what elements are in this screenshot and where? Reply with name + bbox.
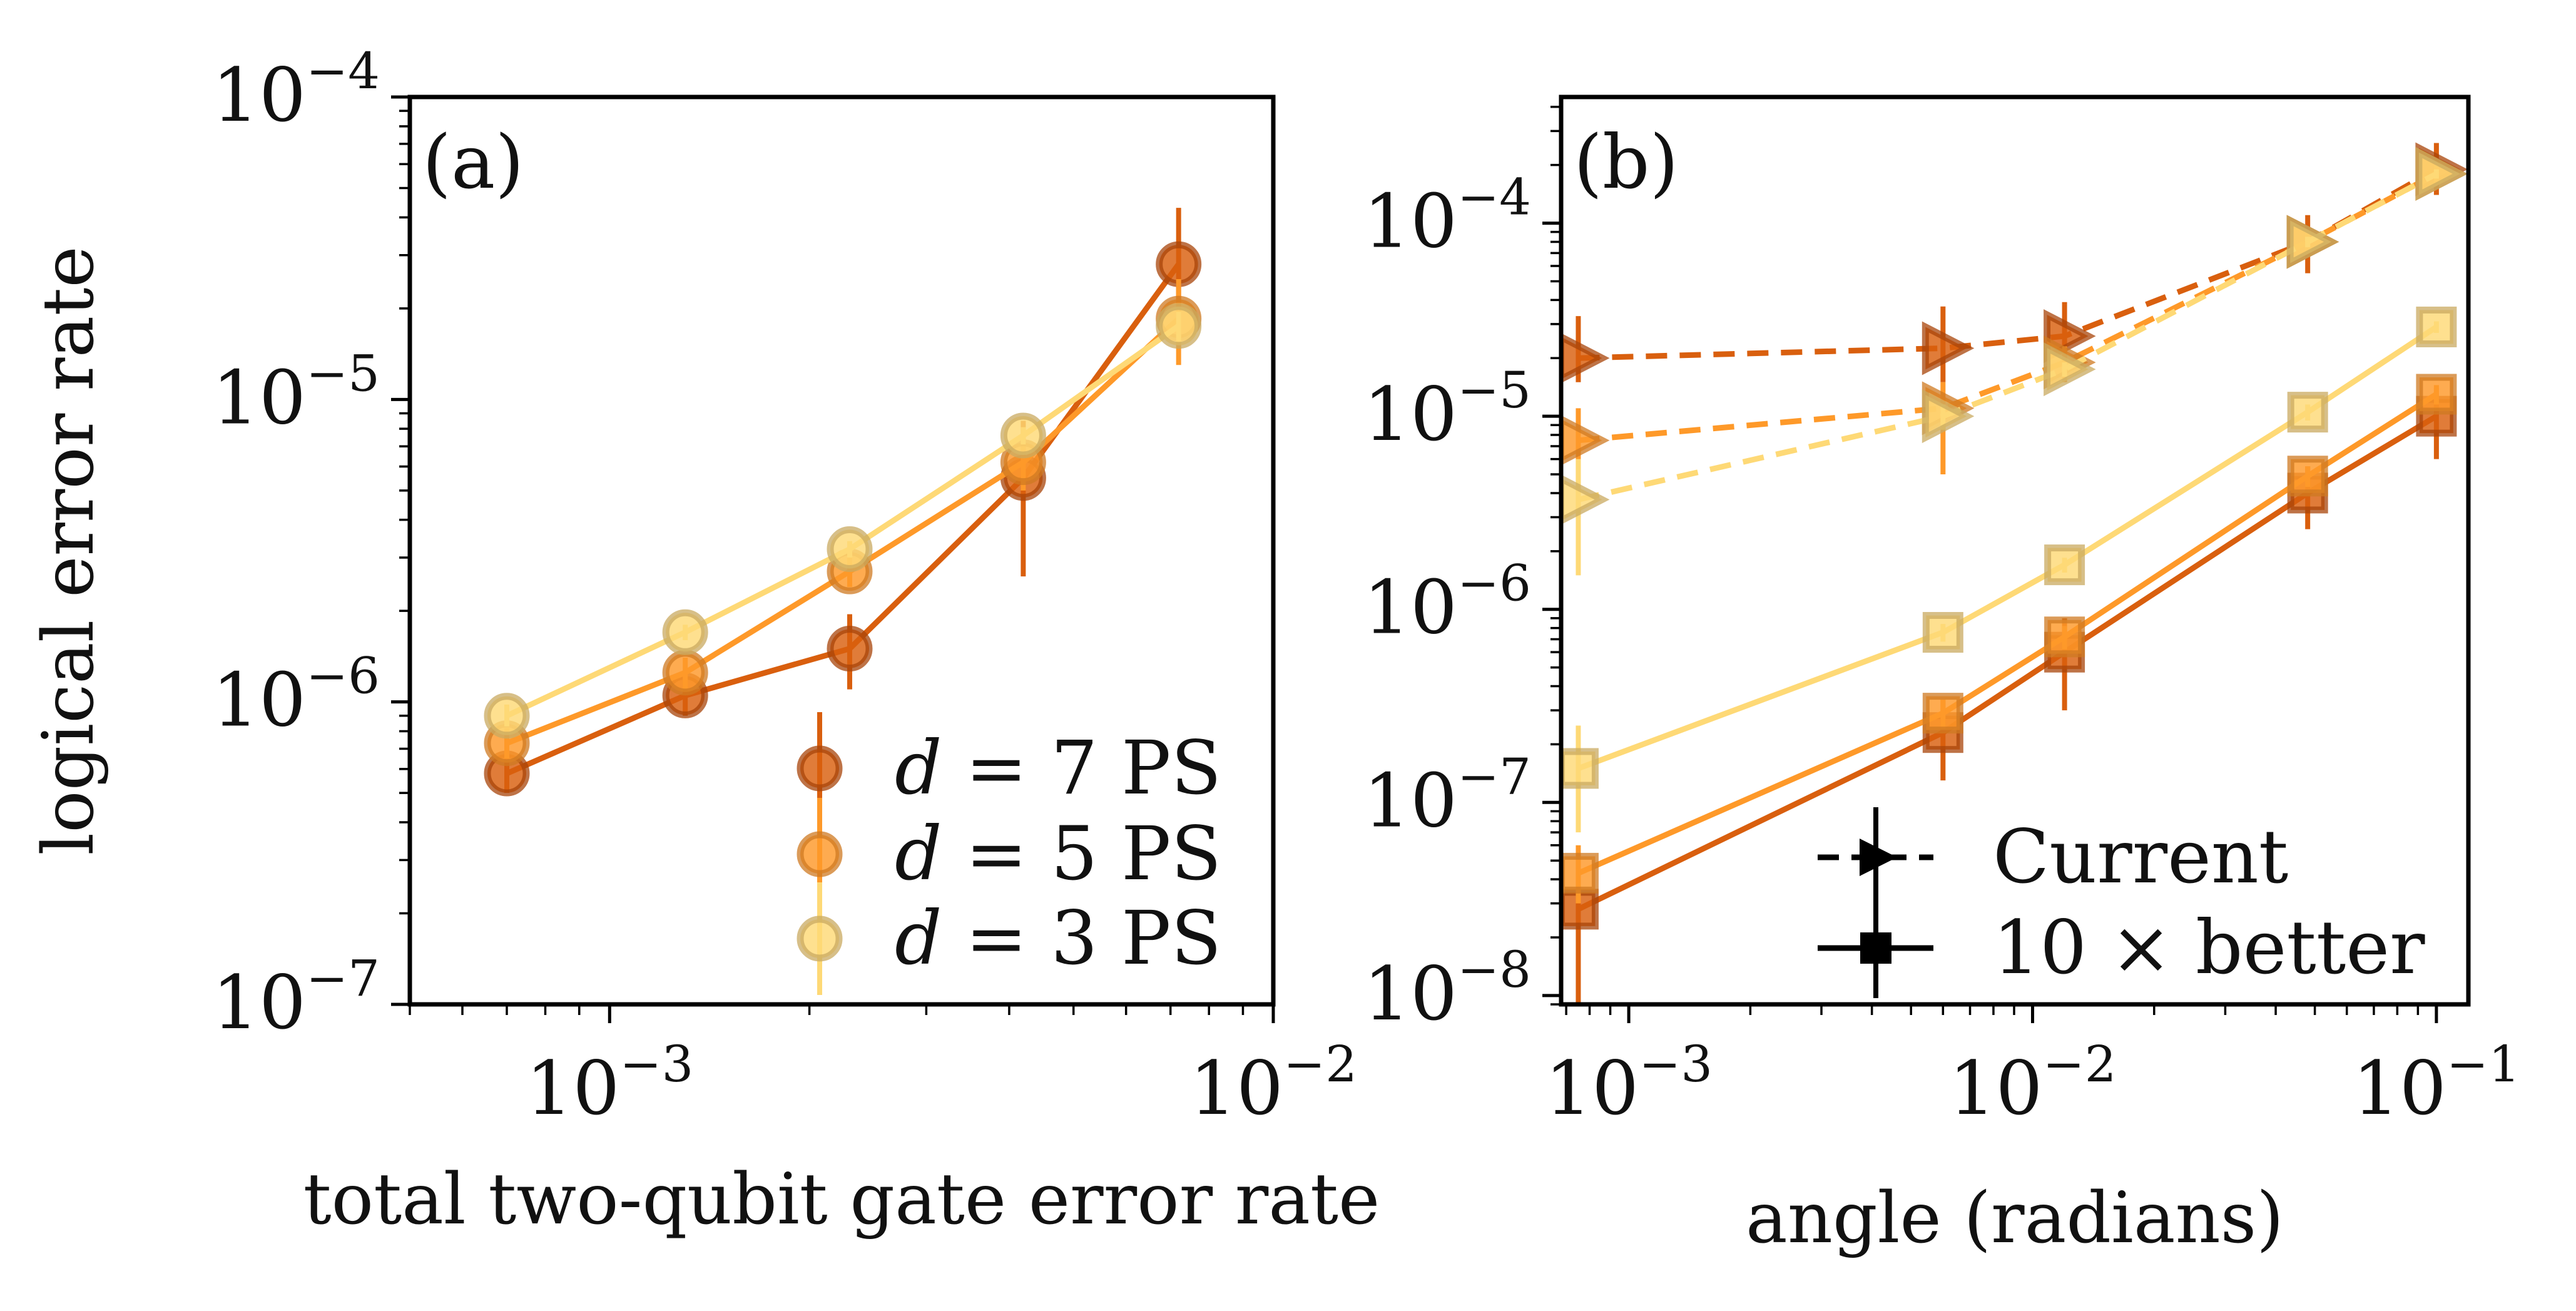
data-point <box>1922 693 1963 734</box>
panel-a-frame <box>407 94 1276 1007</box>
legend-label: d = 5 PS <box>895 810 1221 897</box>
data-point <box>2416 374 2457 415</box>
data-point <box>827 626 873 672</box>
legend-label: d = 7 PS <box>895 725 1221 811</box>
panel-a-legend: d = 7 PSd = 5 PSd = 3 PS <box>797 712 1221 995</box>
y-tick-label: 10−4 <box>212 42 380 138</box>
data-point <box>2416 306 2457 347</box>
x-tick-label: 10−3 <box>526 1035 693 1131</box>
legend-marker <box>797 916 843 962</box>
series-d-3-10x-better <box>1561 306 2457 833</box>
data-point <box>1561 415 1610 466</box>
legend-marker <box>797 745 843 792</box>
legend-label: d = 3 PS <box>895 895 1221 981</box>
legend-marker <box>797 831 843 877</box>
legend-entry-current: Current <box>1818 807 2288 907</box>
x-tick-label: 10−1 <box>2353 1035 2520 1131</box>
data-point <box>484 693 530 739</box>
series-line <box>1577 171 2438 502</box>
x-tick-label: 10−2 <box>1189 1035 1357 1131</box>
y-tick-label: 10−4 <box>1363 168 1531 265</box>
data-point <box>662 609 708 655</box>
data-point <box>1561 748 1599 789</box>
legend-label: 10 × better <box>1993 904 2425 991</box>
panel-a-chart: 10−3 10−2 10−7 10−6 10−5 10−4 (a) total two-q… <box>28 42 1380 1240</box>
data-point <box>2415 146 2468 201</box>
x-tick-label: 10−2 <box>1948 1035 2116 1131</box>
series-d-3-current <box>1561 146 2468 576</box>
series-d-3-ps <box>484 303 1202 739</box>
data-point <box>1561 474 1610 525</box>
data-point <box>2286 215 2339 269</box>
data-point <box>1561 333 1610 384</box>
y-tick-label: 10−5 <box>212 344 380 441</box>
data-point <box>2287 456 2328 497</box>
y-tick-label: 10−5 <box>1363 361 1531 457</box>
data-point <box>1000 412 1046 459</box>
legend-entry-10-better: 10 × better <box>1818 898 2425 998</box>
legend-entry-1: d = 7 PS <box>797 712 1221 825</box>
data-point <box>1922 321 1975 375</box>
panel-a-xlabel: total two-qubit gate error rate <box>303 1159 1380 1240</box>
panel-a-ylabel: logical error rate <box>28 246 109 855</box>
y-tick-label: 10−6 <box>212 647 380 743</box>
panel-b-xlabel: angle (radians) <box>1746 1178 2284 1259</box>
data-point <box>1922 389 1975 444</box>
legend-marker <box>1860 839 1897 876</box>
data-point <box>2287 392 2328 433</box>
x-tick-label: 10−3 <box>1545 1035 1713 1131</box>
data-point <box>1922 612 1963 653</box>
data-point <box>2044 616 2085 658</box>
panel-b-chart: 10−3 10−2 10−1 10−8 10−7 10−6 10−5 10−4 (b) ang… <box>1363 94 2520 1259</box>
data-point <box>1561 852 1599 894</box>
series-d-5-10x-better <box>1561 374 2457 904</box>
panel-a-label: (a) <box>422 119 524 205</box>
legend-marker <box>1860 932 1891 964</box>
legend-entry-3: d = 3 PS <box>797 882 1221 995</box>
y-tick-label: 10−8 <box>1363 941 1531 1037</box>
data-point <box>1156 241 1202 287</box>
y-tick-label: 10−7 <box>212 949 380 1046</box>
data-point <box>662 650 708 696</box>
data-point <box>2044 544 2085 586</box>
data-point <box>1156 303 1202 349</box>
y-tick-label: 10−7 <box>1363 747 1531 844</box>
y-tick-label: 10−6 <box>1363 554 1531 651</box>
data-point <box>827 526 873 573</box>
legend-label: Current <box>1993 814 2288 900</box>
data-point <box>2044 342 2096 397</box>
panel-b-label: (b) <box>1574 119 1679 205</box>
